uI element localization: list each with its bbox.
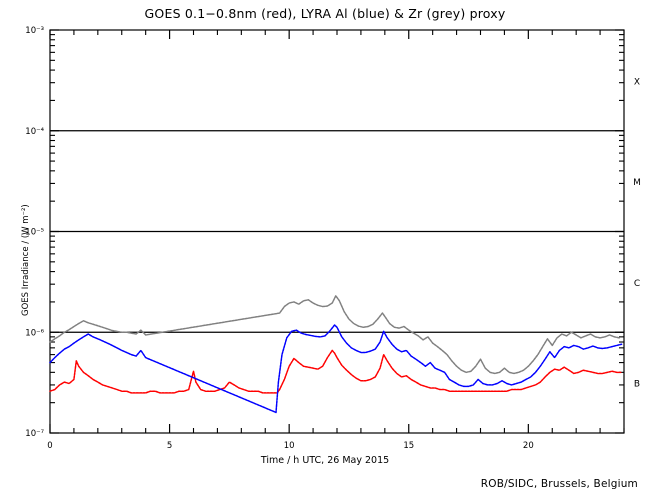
x-tick-label: 10: [284, 441, 295, 451]
series-line: [49, 324, 623, 414]
y-tick-label: 10⁻⁵: [25, 228, 44, 238]
x-axis-label: Time / h UTC, 26 May 2015: [260, 455, 390, 466]
y-tick-label: 10⁻⁶: [25, 328, 44, 338]
flare-class-label: B: [634, 380, 640, 390]
x-tick-label: 20: [523, 441, 534, 451]
page-title: GOES 0.1−0.8nm (red), LYRA Al (blue) & Z…: [144, 6, 506, 21]
flare-class-label: M: [633, 178, 641, 188]
y-tick-label: 10⁻⁷: [25, 429, 44, 439]
series-line: [49, 349, 623, 394]
flare-class-label: C: [634, 279, 640, 289]
y-tick-label: 10⁻³: [25, 26, 44, 36]
x-tick-label: 0: [47, 441, 52, 451]
series-line: [49, 295, 620, 375]
x-tick-label: 5: [167, 441, 172, 451]
y-tick-label: 10⁻⁴: [25, 127, 44, 137]
flare-class-label: X: [634, 77, 640, 87]
x-tick-label: 15: [403, 441, 414, 451]
credit-text: ROB/SIDC, Brussels, Belgium: [480, 478, 638, 490]
